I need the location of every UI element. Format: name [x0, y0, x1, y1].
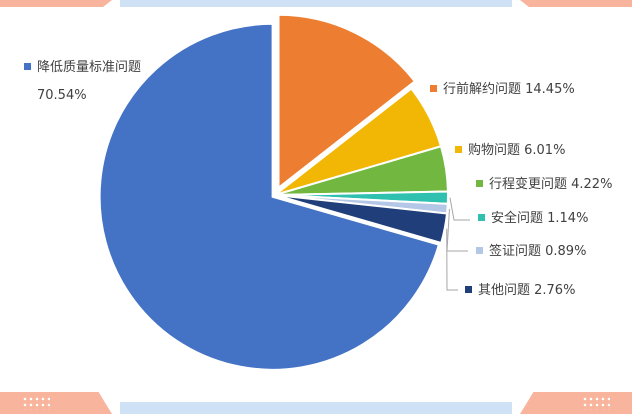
- leader-lines: [446, 197, 470, 291]
- leader-line-5: [446, 208, 468, 252]
- label-marker-1: [430, 85, 437, 92]
- pie-slice-7: [98, 22, 441, 371]
- label-marker-5: [476, 247, 483, 254]
- leader-line-4: [449, 197, 470, 221]
- label-marker-4: [478, 214, 485, 221]
- slice-label-7: 降低质量标准问题: [37, 60, 141, 75]
- slice-label-3: 行程变更问题 4.22%: [489, 176, 612, 192]
- pie-slices: [98, 13, 449, 371]
- slice-label-6: 其他问题 2.76%: [478, 283, 575, 298]
- pie-slice-6: [274, 194, 449, 245]
- slice-value-7: 70.54%: [37, 88, 87, 103]
- label-marker-2: [455, 146, 462, 153]
- slice-label-4: 安全问题 1.14%: [491, 210, 588, 226]
- slice-label-5: 签证问题 0.89%: [489, 243, 586, 259]
- slice-label-2: 购物问题 6.01%: [468, 142, 565, 158]
- label-marker-6: [465, 286, 472, 293]
- slice-labels: 行前解约问题 14.45% 购物问题 6.01% 行程变更问题 4.22% 安全问题 …: [24, 60, 612, 298]
- label-marker-3: [476, 180, 483, 187]
- label-marker-7: [24, 63, 31, 70]
- pie-slice-1: [277, 13, 417, 190]
- slice-label-1: 行前解约问题 14.45%: [443, 81, 575, 97]
- leader-line-6: [446, 228, 458, 291]
